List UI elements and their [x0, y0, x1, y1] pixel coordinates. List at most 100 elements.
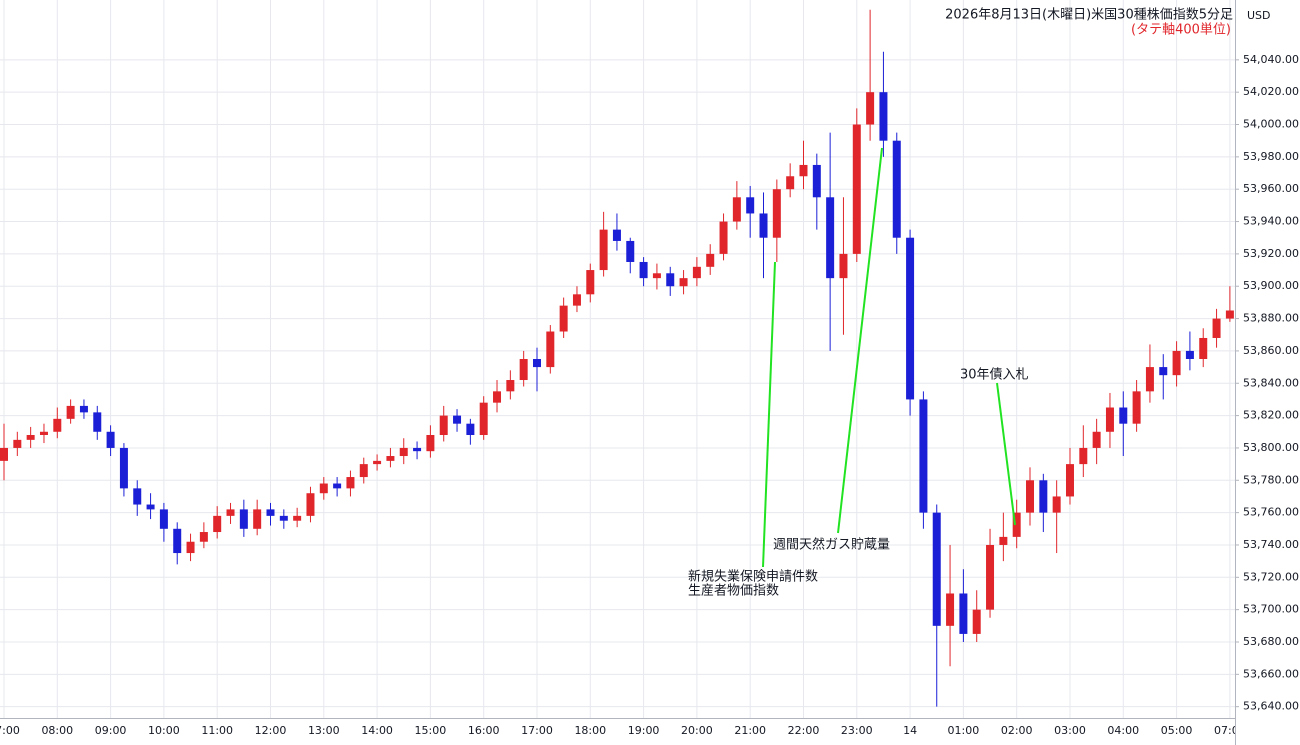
- candle-body: [226, 509, 235, 516]
- x-tick-label: 14:00: [361, 724, 393, 737]
- candle-body: [1172, 350, 1181, 376]
- candle-body: [852, 124, 861, 254]
- candle-body: [626, 240, 635, 262]
- candle-body: [66, 405, 75, 419]
- candle-body: [0, 447, 8, 461]
- candle-body: [119, 447, 128, 489]
- y-tick-label: 53,860.00: [1243, 344, 1299, 357]
- candle-body: [346, 477, 355, 489]
- x-tick-label: 22:00: [788, 724, 820, 737]
- candle-body: [373, 460, 382, 465]
- x-tick-label: 04:00: [1107, 724, 1139, 737]
- candle-body: [239, 509, 248, 529]
- x-tick-label: 16:00: [468, 724, 500, 737]
- candle-body: [466, 423, 475, 436]
- candle-body: [199, 532, 208, 542]
- candle-body: [946, 593, 955, 626]
- candle-body: [1132, 391, 1141, 424]
- candle-body: [519, 359, 528, 381]
- x-tick-label: 08:00: [41, 724, 73, 737]
- candle-body: [919, 399, 928, 513]
- y-tick-label: 53,660.00: [1243, 667, 1299, 680]
- candle-body: [639, 261, 648, 279]
- y-tick-label: 53,920.00: [1243, 247, 1299, 260]
- candle-body: [1225, 310, 1234, 319]
- x-tick-label: 02:00: [1001, 724, 1033, 737]
- candle-body: [26, 435, 35, 440]
- x-tick-label: 05:00: [1161, 724, 1193, 737]
- candle-body: [79, 405, 88, 413]
- candle-body: [732, 197, 741, 222]
- candle-body: [386, 456, 395, 461]
- candle-body: [786, 176, 795, 190]
- candle-body: [1079, 447, 1088, 465]
- candle-body: [279, 515, 288, 521]
- candle-body: [679, 278, 688, 287]
- x-tick-label: 20:00: [681, 724, 713, 737]
- y-tick-label: 53,740.00: [1243, 538, 1299, 551]
- y-tick-label: 54,000.00: [1243, 118, 1299, 131]
- candle-body: [1119, 407, 1128, 424]
- candle-body: [546, 331, 555, 368]
- candle-body: [652, 273, 661, 279]
- x-tick-label: 07:00: [1214, 724, 1246, 737]
- y-tick-label: 53,680.00: [1243, 635, 1299, 648]
- candle-body: [839, 253, 848, 279]
- chart-title: 2026年8月13日(木曜日)米国30種株価指数5分足: [945, 7, 1233, 23]
- y-axis: 53,640.00 53,660.00 53,680.00 53,700.00 53,7…: [1235, 53, 1299, 713]
- x-tick-label: 18:00: [574, 724, 606, 737]
- candle-body: [959, 593, 968, 634]
- candle-body: [666, 273, 675, 287]
- chart-subtitle: (タテ軸400単位): [1131, 22, 1231, 38]
- annotation-line: [762, 261, 776, 568]
- candle-body: [812, 164, 821, 198]
- candle-body: [892, 140, 901, 238]
- candle-body: [1065, 464, 1074, 497]
- y-tick-label: 53,880.00: [1243, 312, 1299, 325]
- candle-body: [746, 197, 755, 214]
- candle-body: [572, 294, 581, 306]
- candle-body: [1145, 367, 1154, 392]
- candle-body: [293, 515, 302, 521]
- candle-body: [932, 512, 941, 626]
- candle-body: [173, 528, 182, 554]
- annotation-line: [996, 382, 1016, 526]
- candle-body: [413, 447, 422, 452]
- annotation-line: [837, 147, 883, 534]
- x-tick-label: 10:00: [148, 724, 180, 737]
- x-tick-label: 19:00: [628, 724, 660, 737]
- candle-body: [146, 504, 155, 510]
- x-tick-label: 03:00: [1054, 724, 1086, 737]
- candle-body: [1039, 480, 1048, 513]
- candle-body: [906, 237, 915, 400]
- candle-body: [426, 435, 435, 452]
- x-tick-label: 15:00: [415, 724, 447, 737]
- candle-body: [1105, 407, 1114, 432]
- x-tick-label: 07:00: [0, 724, 20, 737]
- candle-body: [479, 402, 488, 436]
- candle-body: [253, 509, 262, 529]
- candle-body: [999, 536, 1008, 545]
- y-tick-label: 53,700.00: [1243, 603, 1299, 616]
- candle-body: [986, 544, 995, 610]
- candle-body: [799, 164, 808, 177]
- title-bg: [1237, 0, 1299, 32]
- x-axis: 07:00 08:00 09:00 10:00 11:00 12:00 13:00 14:00…: [0, 724, 1246, 737]
- candle-body: [159, 509, 168, 529]
- y-tick-label: 53,940.00: [1243, 215, 1299, 228]
- y-tick-label: 53,800.00: [1243, 441, 1299, 454]
- x-tick-label: 01:00: [948, 724, 980, 737]
- candle-body: [826, 197, 835, 279]
- y-tick-label: 53,900.00: [1243, 279, 1299, 292]
- annotation: 週間天然ガス貯蔵量: [773, 537, 890, 553]
- y-tick-label: 54,020.00: [1243, 85, 1299, 98]
- currency-label: USD: [1247, 9, 1271, 22]
- y-tick-label: 53,780.00: [1243, 473, 1299, 486]
- candle-body: [719, 221, 728, 254]
- candle-body: [453, 415, 462, 424]
- candle-body: [1212, 318, 1221, 338]
- y-tick-label: 53,960.00: [1243, 182, 1299, 195]
- y-tick-label: 54,040.00: [1243, 53, 1299, 66]
- candle-body: [1185, 350, 1194, 359]
